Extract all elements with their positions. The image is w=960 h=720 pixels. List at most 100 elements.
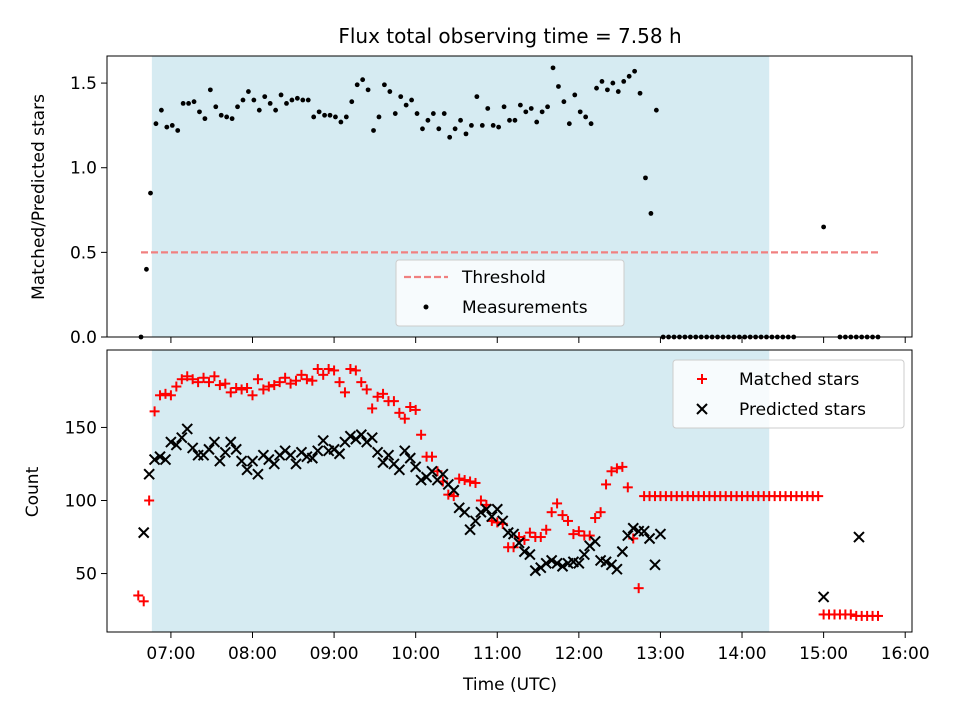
predicted-star-point [159, 453, 172, 466]
bottom-panel: 50 100 150 07:00 08:00 09:00 10:00 11:00 12:00 1… [23, 349, 930, 664]
matched-star-point [345, 363, 356, 374]
matched-star-point [546, 507, 557, 518]
measurement-point [637, 90, 643, 96]
predicted-star-point [246, 455, 259, 467]
matched-star-point [606, 466, 617, 477]
predicted-star-point [252, 468, 264, 480]
matched-star-point [138, 596, 149, 607]
measurement-point [376, 114, 382, 120]
x-tick-label: 09:00 [310, 644, 359, 664]
measurement-point [594, 85, 599, 91]
predicted-star-point [382, 449, 395, 461]
measurement-point [572, 92, 578, 98]
predicted-star-point [448, 484, 460, 496]
measurement-point [479, 123, 485, 128]
predicted-star-point [154, 450, 166, 463]
matched-star-point [622, 482, 633, 493]
predicted-star-point [518, 545, 531, 558]
matched-star-point [573, 526, 584, 537]
bottom-y-tick-label: 100 [65, 491, 97, 511]
predicted-star-point [458, 506, 471, 518]
matched-star-point [410, 404, 421, 415]
predicted-star-point [230, 443, 242, 456]
predicted-star-point [203, 443, 215, 456]
measurement-point [316, 109, 322, 115]
bottom-legend: Matched stars Predicted stars [672, 359, 905, 429]
measurement-point [387, 89, 393, 94]
measurement-point [534, 119, 540, 125]
measurement-point [523, 109, 529, 115]
matched-star-point [595, 507, 606, 518]
top-y-tick-label: 0.0 [70, 328, 97, 348]
predicted-star-point [214, 455, 226, 467]
matched-star-point [301, 374, 312, 385]
measurement-point [528, 106, 534, 111]
predicted-star-point [589, 535, 601, 548]
predicted-star-point [507, 528, 520, 540]
predicted-star-point [333, 448, 346, 460]
bottom-y-ticks: 50 100 150 [65, 418, 107, 585]
x-tick-label: 08:00 [228, 644, 277, 664]
measurement-point [349, 99, 355, 105]
measurement-point [371, 128, 376, 133]
measurement-point [262, 94, 268, 100]
measurement-point [605, 87, 610, 93]
predicted-star-point [404, 452, 416, 464]
predicted-star-point [496, 515, 509, 527]
matched-star-point [225, 387, 236, 398]
matched-star-point [568, 529, 579, 540]
measurement-point [144, 266, 149, 272]
measurement-point [626, 73, 632, 79]
predicted-star-point [426, 465, 438, 477]
measurement-point [278, 92, 284, 98]
matched-star-point [475, 495, 486, 506]
legend-matched-swatch [697, 374, 707, 384]
matched-star-point [873, 610, 884, 621]
measurement-point [224, 114, 230, 120]
matched-star-point [296, 369, 307, 380]
matched-star-point [416, 429, 427, 440]
measurement-point [327, 112, 333, 118]
measurement-point [485, 106, 491, 111]
matched-star-point [361, 384, 372, 395]
top-y-tick-label: 1.5 [70, 74, 97, 94]
measurement-point [414, 111, 420, 116]
matched-star-point [845, 609, 856, 620]
measurement-point [218, 112, 224, 118]
predicted-star-point [290, 458, 302, 470]
measurement-point [409, 97, 414, 103]
predicted-star-point [219, 446, 232, 458]
predicted-star-point [578, 548, 590, 561]
matched-star-point [214, 380, 225, 391]
predicted-star-point [643, 532, 656, 545]
matched-star-point [220, 378, 231, 389]
matched-star-point [394, 407, 405, 418]
measurement-point [322, 112, 327, 118]
predicted-star-point [573, 557, 585, 570]
x-tick-label: 16:00 [881, 644, 930, 664]
measurement-point [599, 78, 605, 84]
predicted-star-point [486, 510, 498, 523]
matched-star-point [171, 381, 182, 392]
matched-star-point [258, 384, 269, 395]
predicted-stars-points [138, 423, 865, 603]
predicted-star-point [371, 446, 384, 458]
matched-star-point [291, 375, 302, 386]
measurement-point [392, 111, 398, 116]
measurement-point [202, 116, 208, 122]
matched-star-point [182, 371, 193, 382]
measurement-point [333, 114, 338, 120]
predicted-star-point [654, 528, 667, 540]
predicted-star-point [344, 430, 357, 442]
measurement-point [300, 97, 306, 103]
measurement-point [512, 117, 518, 123]
measurement-point [420, 126, 425, 132]
measurement-point [577, 109, 583, 115]
predicted-star-point [241, 464, 253, 476]
measurement-point [610, 80, 616, 86]
predicted-star-point [540, 557, 552, 570]
matched-star-point [590, 513, 601, 524]
matched-star-point [329, 365, 340, 376]
measurement-point [240, 97, 246, 103]
matched-star-point [617, 461, 628, 472]
